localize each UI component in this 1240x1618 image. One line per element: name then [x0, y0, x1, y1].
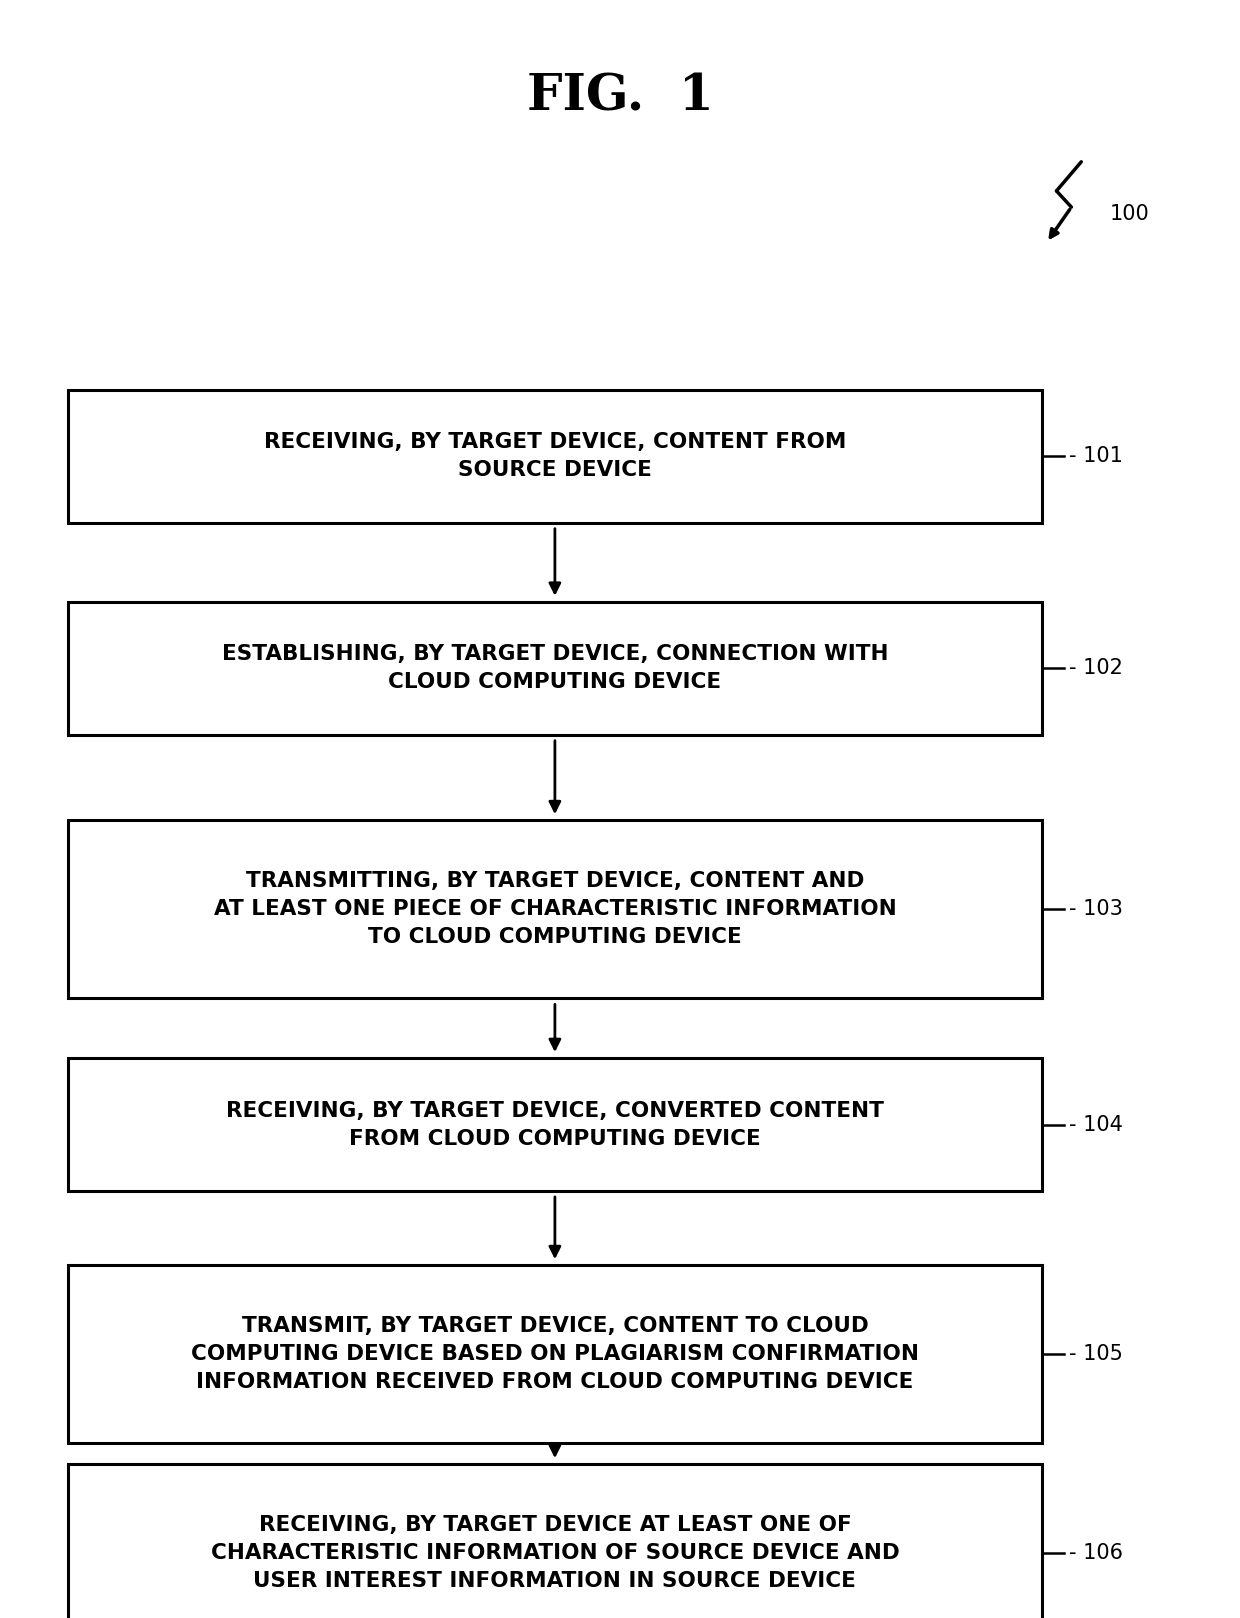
- Text: 100: 100: [1110, 204, 1149, 223]
- Bar: [68, 1058, 1042, 1191]
- Bar: [68, 1464, 1042, 1618]
- Text: TRANSMITTING, BY TARGET DEVICE, CONTENT AND
AT LEAST ONE PIECE OF CHARACTERISTIC: TRANSMITTING, BY TARGET DEVICE, CONTENT …: [213, 872, 897, 947]
- Text: RECEIVING, BY TARGET DEVICE AT LEAST ONE OF
CHARACTERISTIC INFORMATION OF SOURCE: RECEIVING, BY TARGET DEVICE AT LEAST ONE…: [211, 1516, 899, 1590]
- Text: - 106: - 106: [1069, 1544, 1123, 1563]
- Text: RECEIVING, BY TARGET DEVICE, CONVERTED CONTENT
FROM CLOUD COMPUTING DEVICE: RECEIVING, BY TARGET DEVICE, CONVERTED C…: [226, 1100, 884, 1149]
- Bar: [68, 602, 1042, 735]
- Text: - 105: - 105: [1069, 1345, 1122, 1364]
- Text: - 103: - 103: [1069, 900, 1122, 919]
- Text: - 101: - 101: [1069, 447, 1122, 466]
- Bar: [68, 1265, 1042, 1443]
- Text: ESTABLISHING, BY TARGET DEVICE, CONNECTION WITH
CLOUD COMPUTING DEVICE: ESTABLISHING, BY TARGET DEVICE, CONNECTI…: [222, 644, 888, 693]
- Text: - 102: - 102: [1069, 659, 1122, 678]
- Bar: [68, 820, 1042, 998]
- Text: FIG.  1: FIG. 1: [527, 73, 713, 121]
- Text: RECEIVING, BY TARGET DEVICE, CONTENT FROM
SOURCE DEVICE: RECEIVING, BY TARGET DEVICE, CONTENT FRO…: [264, 432, 846, 481]
- Bar: [68, 390, 1042, 523]
- Text: - 104: - 104: [1069, 1115, 1122, 1134]
- Text: TRANSMIT, BY TARGET DEVICE, CONTENT TO CLOUD
COMPUTING DEVICE BASED ON PLAGIARIS: TRANSMIT, BY TARGET DEVICE, CONTENT TO C…: [191, 1317, 919, 1391]
